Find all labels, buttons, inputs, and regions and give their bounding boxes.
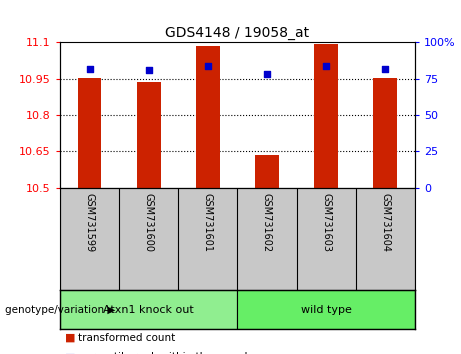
Text: GSM731603: GSM731603 — [321, 193, 331, 252]
Text: GSM731604: GSM731604 — [380, 193, 390, 252]
Bar — [373, 78, 397, 188]
Text: GSM731601: GSM731601 — [203, 193, 213, 252]
Text: GSM731599: GSM731599 — [84, 193, 95, 252]
Bar — [137, 82, 160, 188]
Text: GSM731600: GSM731600 — [144, 193, 154, 252]
Bar — [255, 155, 279, 188]
Text: wild type: wild type — [301, 305, 352, 315]
Bar — [60, 290, 237, 329]
Bar — [196, 46, 219, 188]
Point — [382, 66, 389, 72]
Text: percentile rank within the sample: percentile rank within the sample — [78, 352, 254, 354]
Title: GDS4148 / 19058_at: GDS4148 / 19058_at — [165, 26, 309, 40]
Point — [322, 63, 330, 69]
Point — [86, 66, 93, 72]
Text: Atxn1 knock out: Atxn1 knock out — [103, 305, 194, 315]
Text: GSM731602: GSM731602 — [262, 193, 272, 252]
Point — [145, 67, 152, 73]
Text: ■: ■ — [65, 333, 75, 343]
Bar — [237, 290, 415, 329]
Point — [263, 72, 271, 77]
Text: transformed count: transformed count — [78, 333, 176, 343]
Bar — [77, 78, 101, 188]
Text: genotype/variation ▶: genotype/variation ▶ — [5, 305, 115, 315]
Point — [204, 63, 212, 69]
Bar — [314, 44, 338, 188]
Text: ■: ■ — [65, 352, 75, 354]
